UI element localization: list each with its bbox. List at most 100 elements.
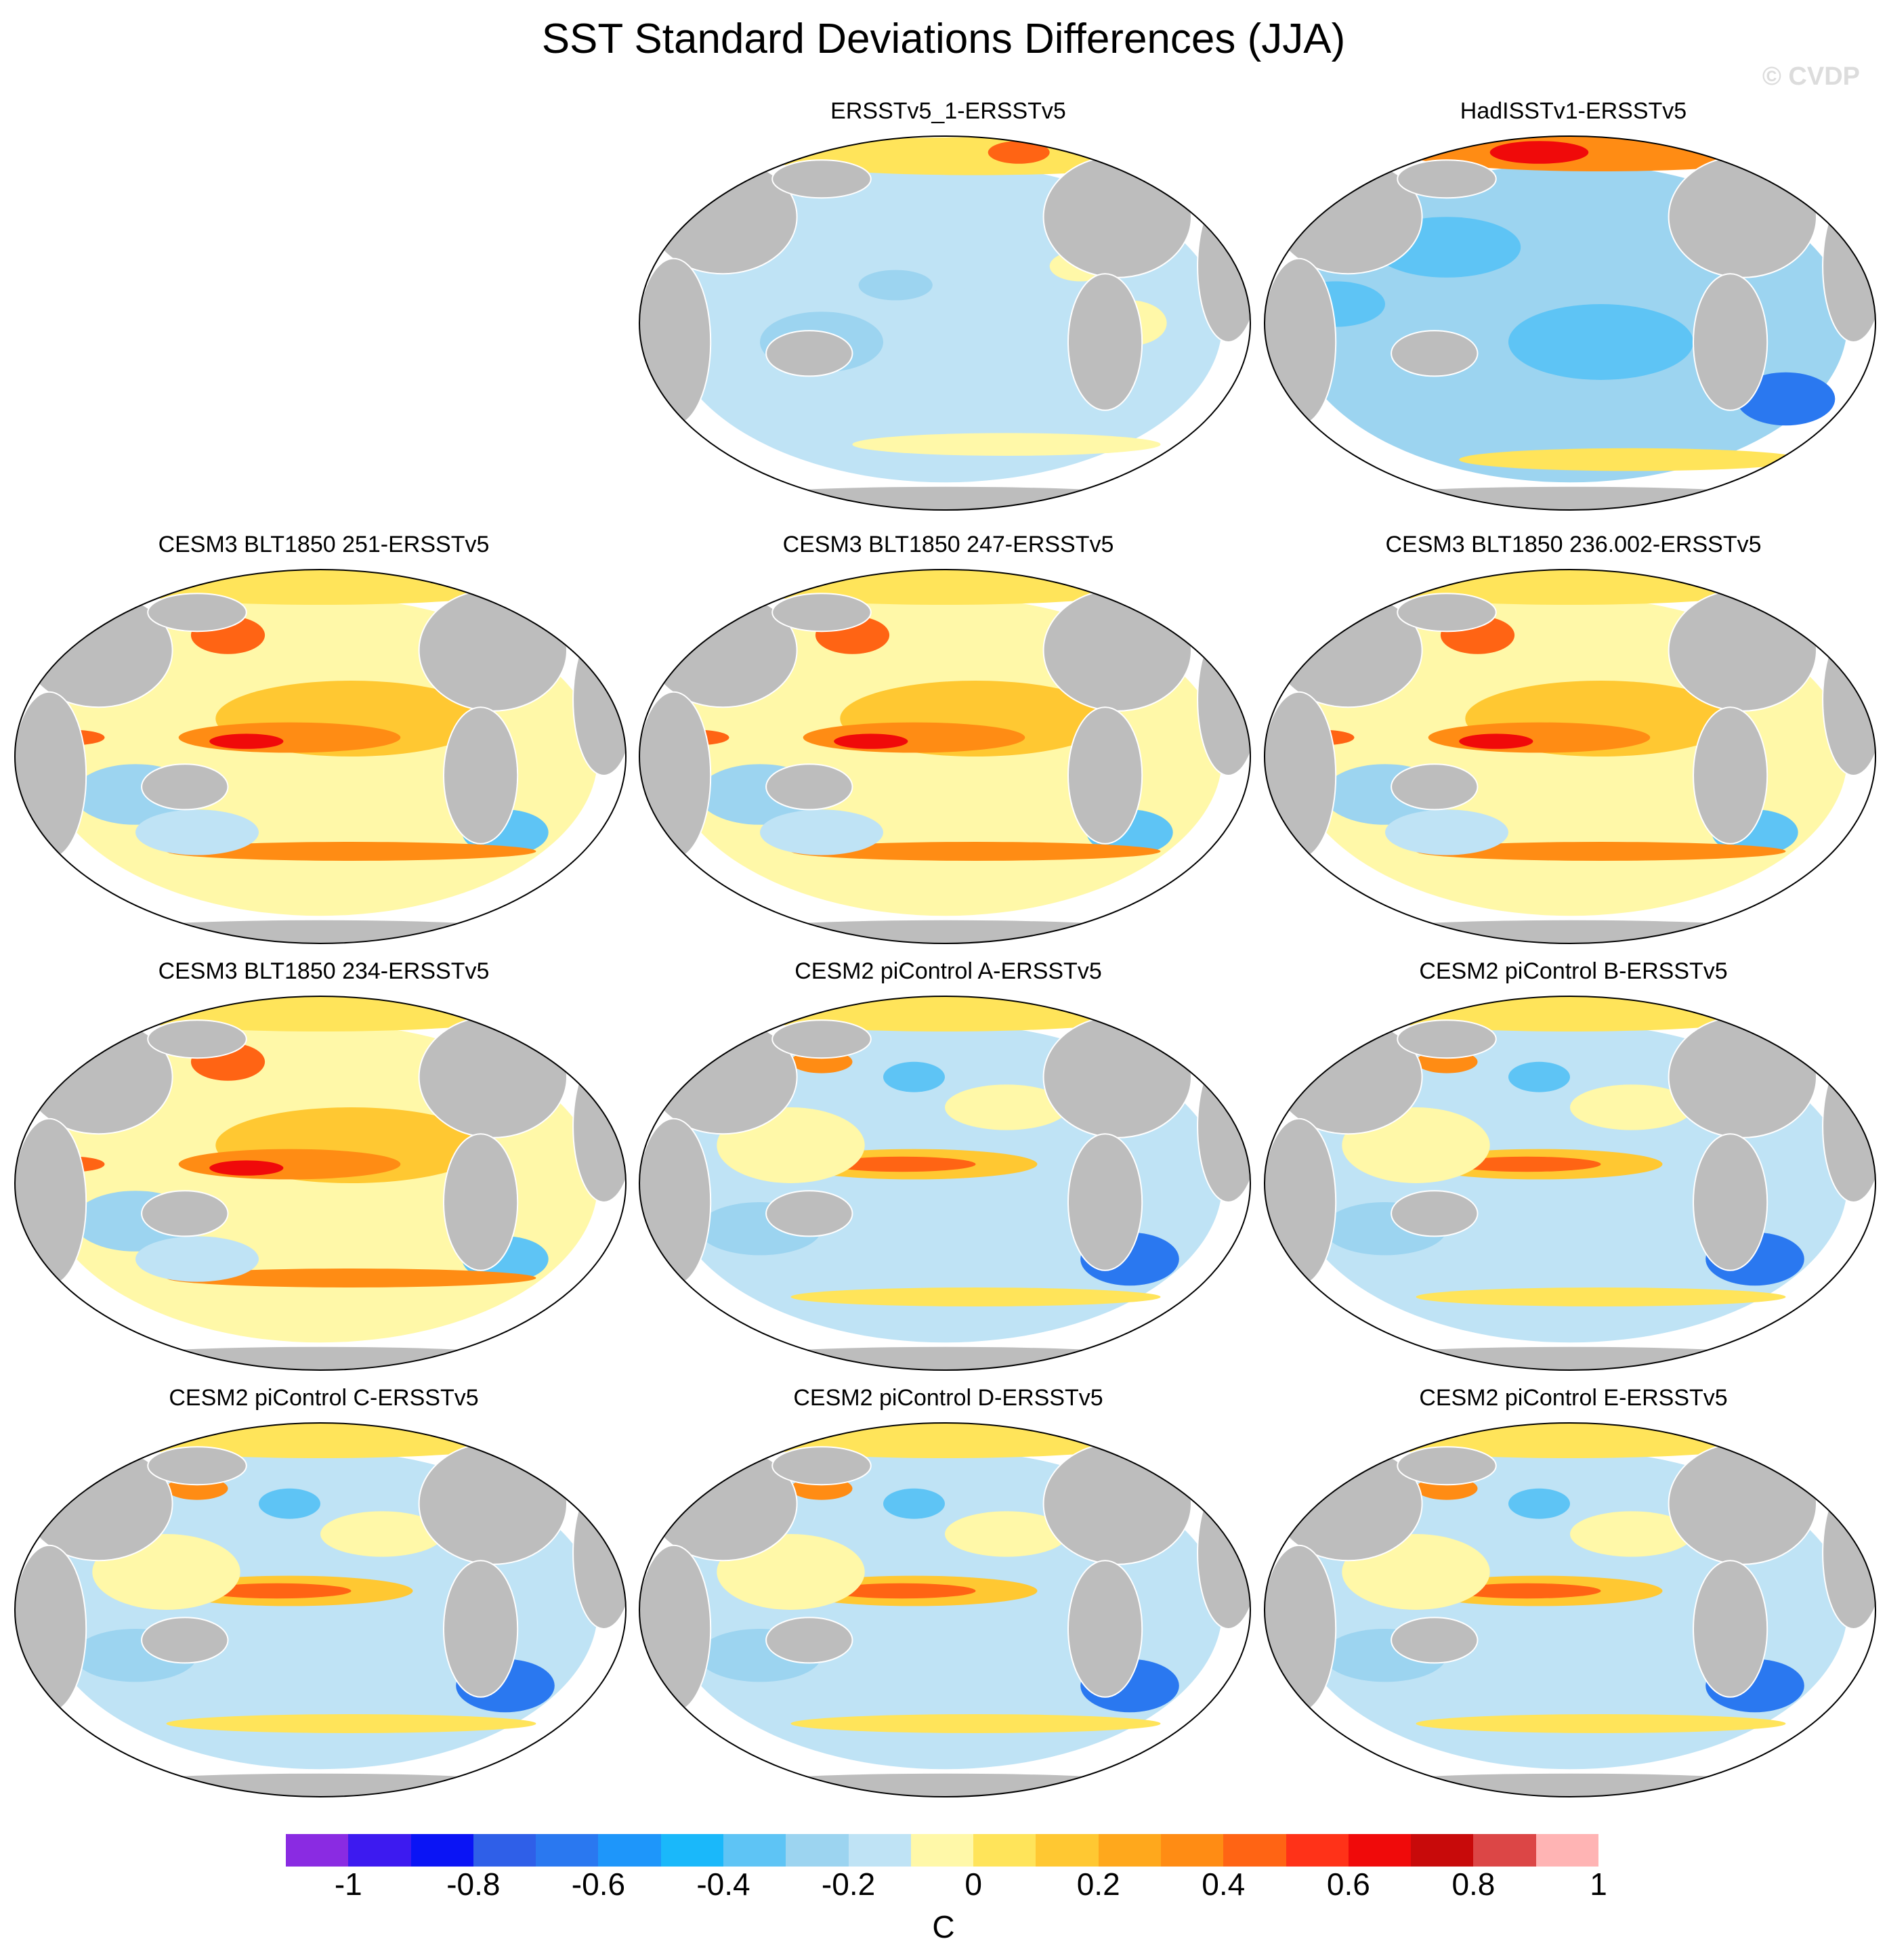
anomaly-region	[1416, 1287, 1786, 1306]
land-mass	[639, 1544, 712, 1713]
map-outline	[639, 569, 1251, 944]
land-mass	[1668, 1442, 1817, 1565]
anomaly-region	[760, 809, 883, 855]
colorbar-tick-label: -1	[334, 1867, 362, 1902]
anomaly-region	[1570, 1511, 1693, 1557]
colorbar-box	[1098, 1834, 1162, 1867]
land-mass	[1822, 1050, 1875, 1203]
land-mass	[1265, 691, 1337, 860]
world-map	[14, 996, 627, 1371]
anomaly-region	[166, 1714, 536, 1733]
land-mass	[147, 1446, 247, 1486]
panel-title: CESM3 BLT1850 251-ERSSTv5	[158, 532, 490, 557]
land-mass	[1668, 155, 1817, 278]
land-mass	[141, 1617, 229, 1664]
anomaly-region	[1459, 448, 1804, 471]
colorbar	[286, 1834, 1599, 1868]
land-mass	[1391, 1190, 1479, 1237]
figure-title: SST Standard Deviations Differences (JJA…	[541, 16, 1346, 62]
anomaly-region	[1385, 809, 1508, 855]
panel-title: ERSSTv5_1-ERSSTv5	[830, 98, 1066, 124]
map-outline	[1264, 569, 1876, 944]
map-outline	[1264, 1422, 1876, 1797]
anomaly-region	[883, 1061, 945, 1092]
anomaly-region	[259, 1488, 320, 1519]
colorbar-tick-label: -0.6	[571, 1867, 626, 1902]
colorbar-tick-label: 1	[1590, 1867, 1607, 1902]
anomaly-region	[178, 1149, 401, 1180]
map-outline	[14, 1422, 627, 1797]
colorbar-box	[1286, 1834, 1349, 1867]
land-mass	[1067, 1133, 1143, 1271]
land-mass	[1822, 190, 1875, 343]
land-mass	[639, 691, 712, 860]
anomaly-region	[1508, 1061, 1570, 1092]
anomaly-region	[852, 433, 1161, 456]
anomaly-region	[790, 1714, 1161, 1733]
anomaly-region	[1508, 1488, 1570, 1519]
land-mass	[1693, 273, 1768, 411]
land-mass	[1265, 1117, 1337, 1287]
land-mass	[572, 1050, 626, 1203]
anomaly-region	[790, 1287, 1161, 1306]
land-mass	[765, 330, 853, 377]
map-outline	[639, 135, 1251, 511]
panel-title: CESM2 piControl C-ERSSTv5	[169, 1385, 479, 1411]
anomaly-region	[320, 1511, 444, 1557]
panel-title: CESM2 piControl E-ERSSTv5	[1419, 1385, 1728, 1411]
colorbar-box	[723, 1834, 786, 1867]
colorbar-box	[1223, 1834, 1287, 1867]
colorbar-box	[598, 1834, 662, 1867]
colorbar-labels: -1 -0.8 -0.6 -0.4 -0.2 0 0.2 0.4 0.6 0.8 1	[0, 1866, 1887, 1913]
land-mass	[1693, 1560, 1768, 1698]
colorbar-box	[848, 1834, 912, 1867]
land-mass	[15, 691, 87, 860]
map-panel: CESM2 piControl C-ERSSTv5	[12, 1385, 635, 1812]
world-map	[639, 996, 1251, 1371]
anomaly-region	[1453, 1583, 1601, 1599]
colorbar-box	[410, 1834, 474, 1867]
land-mass	[1042, 1015, 1192, 1138]
world-map	[14, 569, 627, 944]
land-mass	[1197, 1050, 1250, 1203]
anomaly-region	[828, 1583, 976, 1599]
land-mass	[1693, 706, 1768, 845]
land-mass	[1265, 257, 1337, 427]
watermark: © CVDP	[1762, 62, 1860, 91]
colorbar-box	[1161, 1834, 1224, 1867]
land-mass	[1265, 1544, 1337, 1713]
anomaly-region	[1459, 733, 1533, 749]
anomaly-region	[883, 1488, 945, 1519]
colorbar-box	[536, 1834, 599, 1867]
land-mass	[698, 1772, 1192, 1797]
anomaly-region	[1428, 722, 1651, 753]
land-mass	[418, 1015, 568, 1138]
anomaly-region	[209, 733, 284, 749]
land-mass	[1693, 1133, 1768, 1271]
panel-title: HadISSTv1-ERSSTv5	[1460, 98, 1687, 124]
colorbar-box	[786, 1834, 849, 1867]
anomaly-region	[166, 1269, 536, 1287]
land-mass	[1323, 485, 1817, 510]
land-mass	[1323, 918, 1817, 943]
land-mass	[1323, 1345, 1817, 1370]
land-mass	[443, 1560, 519, 1698]
land-mass	[1668, 1015, 1817, 1138]
map-panel: CESM2 piControl B-ERSSTv5	[1262, 958, 1885, 1385]
anomaly-region	[1453, 1156, 1601, 1172]
colorbar-box	[473, 1834, 536, 1867]
land-mass	[765, 763, 853, 811]
anomaly-region	[203, 1583, 352, 1599]
land-mass	[147, 1019, 247, 1059]
land-mass	[572, 1476, 626, 1629]
land-mass	[1067, 273, 1143, 411]
anomaly-region	[178, 722, 401, 753]
world-map	[639, 135, 1251, 511]
land-mass	[1822, 623, 1875, 776]
anomaly-region	[828, 1156, 976, 1172]
land-mass	[1391, 1617, 1479, 1664]
land-mass	[1042, 155, 1192, 278]
map-panel: CESM3 BLT1850 247-ERSSTv5	[637, 532, 1260, 958]
land-mass	[1197, 623, 1250, 776]
anomaly-region	[1508, 304, 1693, 380]
